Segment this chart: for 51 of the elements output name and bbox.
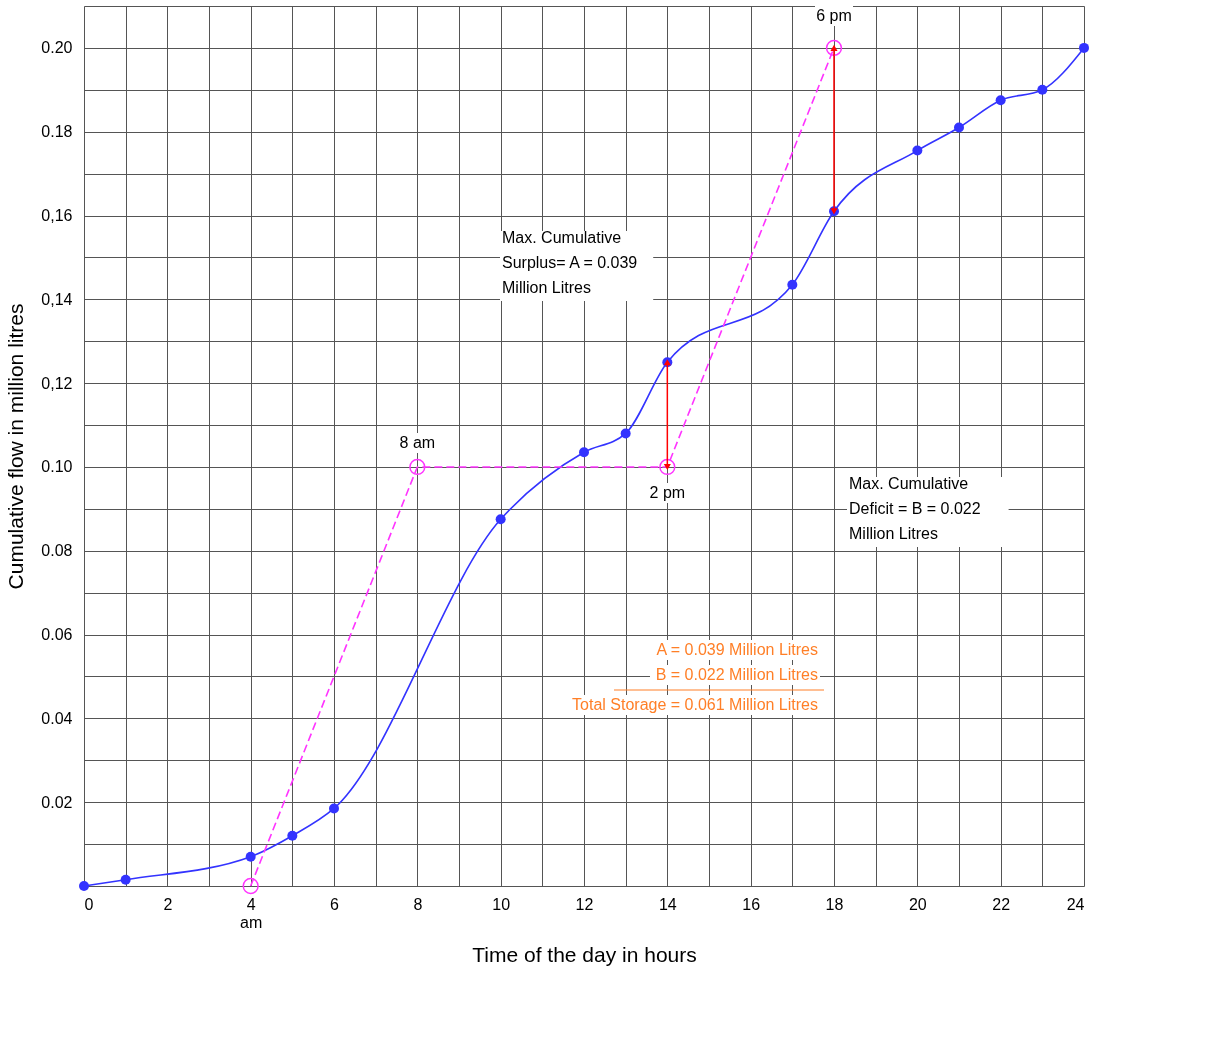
annotation: B = 0.022 Million Litres bbox=[655, 666, 818, 683]
y-tick-label: 0.20 bbox=[41, 39, 73, 57]
point bbox=[120, 874, 131, 885]
x-tick-label: 10 bbox=[492, 895, 511, 913]
annotation: Total Storage = 0.061 Million Litres bbox=[572, 696, 818, 713]
x-axis-title: Time of the day in hours bbox=[472, 942, 697, 966]
x-tick-label: 12 bbox=[575, 895, 594, 913]
y-tick-label: 0.06 bbox=[41, 626, 73, 644]
x-tick-label: 8 bbox=[413, 895, 423, 913]
annotation: 8 am bbox=[399, 433, 436, 451]
x-tick-label: 0 bbox=[84, 895, 94, 913]
annotation: 2 pm bbox=[649, 483, 686, 501]
x-tick-label: 2 bbox=[163, 895, 173, 913]
y-tick-label: 0.10 bbox=[41, 458, 73, 476]
point bbox=[579, 447, 589, 458]
point bbox=[825, 39, 843, 57]
point bbox=[79, 881, 89, 891]
point bbox=[995, 95, 1006, 106]
point bbox=[620, 428, 631, 439]
point bbox=[409, 458, 426, 476]
y-tick-label: 0.08 bbox=[41, 542, 73, 560]
annotation: 6 pm bbox=[816, 6, 852, 24]
point bbox=[912, 145, 923, 156]
y-tick-label: 0.04 bbox=[41, 709, 73, 727]
point bbox=[1037, 84, 1048, 95]
annotation: Max. Cumulative Surplus= A = 0.039 Million Litres bbox=[502, 229, 638, 296]
point bbox=[495, 514, 506, 525]
y-tick-label: 0,16 bbox=[41, 207, 73, 225]
annotation: Max. Cumulative Deficit = B = 0.022 Million Litres bbox=[849, 475, 981, 542]
x-tick-label: 18 bbox=[825, 895, 844, 913]
point bbox=[1079, 42, 1089, 53]
point bbox=[242, 877, 259, 895]
point bbox=[245, 851, 256, 862]
x-tick-label: 20 bbox=[908, 895, 927, 913]
x-tick-label: 6 bbox=[330, 895, 340, 913]
y-tick-label: 0.02 bbox=[41, 793, 73, 811]
y-tick-label: 0,12 bbox=[41, 374, 73, 392]
point bbox=[659, 458, 676, 476]
point bbox=[954, 122, 964, 133]
annotation: A = 0.039 Million Litres bbox=[656, 641, 818, 658]
point bbox=[329, 803, 339, 814]
x-tick-label: 4 am bbox=[240, 895, 263, 931]
point bbox=[787, 279, 798, 290]
y-tick-label: 0.18 bbox=[41, 123, 73, 141]
x-tick-label: 14 bbox=[658, 895, 677, 913]
point bbox=[287, 830, 298, 841]
y-tick-label: 0,14 bbox=[41, 290, 73, 308]
x-tick-label: 24 bbox=[1066, 895, 1085, 913]
x-tick-label: 22 bbox=[992, 895, 1011, 913]
y-axis-title: Cumulative flow in million litres bbox=[4, 303, 28, 590]
x-tick-label: 16 bbox=[742, 895, 761, 913]
